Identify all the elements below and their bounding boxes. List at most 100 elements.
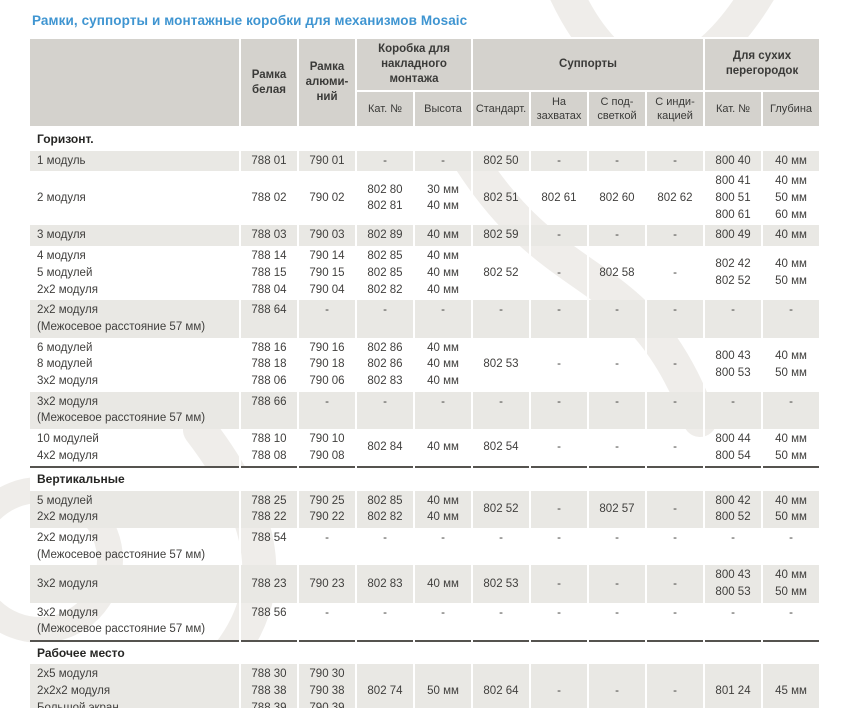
cell: - [413, 150, 473, 172]
corner-cell [30, 36, 241, 129]
row-label: 5 модулей 2х2 модуля [30, 490, 241, 528]
cell: 802 59 [471, 225, 531, 247]
cell: - [644, 150, 706, 172]
cell: 40 мм 50 мм [761, 428, 822, 468]
cell: 800 44 800 54 [703, 428, 764, 468]
cell: 802 89 [355, 225, 415, 247]
cell: - [413, 391, 473, 429]
cell: 802 53 [471, 565, 531, 603]
section-row: Горизонт. [30, 126, 821, 151]
cell: 802 42 802 52 [703, 246, 764, 301]
cell: - [529, 391, 589, 429]
cell: - [703, 391, 764, 429]
cell: 800 49 [703, 225, 764, 247]
row-label: 3 модуля [30, 225, 241, 247]
cell: 788 54 [239, 527, 299, 566]
table-header: Рамка белая Рамка алюми- ний Коробка для н… [30, 36, 822, 129]
cell: 790 25 790 22 [297, 490, 357, 528]
cell: - [355, 150, 415, 172]
cell: - [587, 150, 647, 172]
cell: - [761, 602, 822, 641]
cell: 790 30 790 38 790 39 [297, 664, 357, 708]
row-label: 2х2 модуля (Межосевое расстояние 57 мм) [30, 527, 241, 566]
cell: - [413, 300, 473, 338]
cell: 788 30 788 38 788 39 [239, 664, 299, 708]
cell: - [587, 527, 647, 566]
cell: - [644, 225, 706, 247]
mosaic-products-table: Рамка белая Рамка алюми- ний Коробка для н… [30, 36, 822, 708]
cell: 40 мм 40 мм 40 мм [413, 246, 473, 301]
cell: - [703, 602, 764, 641]
table-row: 10 модулей 4х2 модуля 788 10 788 08 790 10… [30, 428, 822, 468]
cell: - [529, 602, 589, 641]
cell: - [355, 300, 415, 338]
cell: - [529, 246, 589, 301]
cell: - [529, 490, 589, 528]
cell: 40 мм [761, 150, 822, 172]
cell: 788 03 [239, 225, 299, 247]
cell: 801 24 [703, 664, 764, 708]
cell: 802 50 [471, 150, 531, 172]
cell: - [297, 300, 357, 338]
cell: 40 мм 40 мм [413, 490, 473, 528]
cell: - [529, 225, 589, 247]
table-row: 3х2 модуля (Межосевое расстояние 57 мм) 7… [30, 602, 822, 641]
cell: 788 16 788 18 788 06 [239, 337, 299, 392]
cell: 40 мм 50 мм [761, 565, 822, 603]
cell: 40 мм 50 мм [761, 490, 822, 528]
cell: 788 02 [239, 171, 299, 226]
cell: - [644, 664, 706, 708]
col-frame-alu: Рамка алюми- ний [297, 36, 357, 129]
cell: - [587, 337, 647, 392]
cell: - [587, 428, 647, 468]
col-sup-backlight: С под- светкой [587, 89, 647, 129]
col-frame-white: Рамка белая [239, 36, 299, 129]
table-row: 2х5 модуля 2х2х2 модуля Большой экран 788… [30, 664, 822, 708]
row-label: 3х2 модуля (Межосевое расстояние 57 мм) [30, 391, 241, 429]
cell: 802 85 802 82 [355, 490, 415, 528]
cell: - [644, 565, 706, 603]
cell: 50 мм [413, 664, 473, 708]
row-label: 10 модулей 4х2 модуля [30, 428, 241, 468]
cell: 790 02 [297, 171, 357, 226]
cell: 802 85 802 85 802 82 [355, 246, 415, 301]
cell: - [529, 337, 589, 392]
cell: - [644, 490, 706, 528]
cell: 40 мм [413, 428, 473, 468]
cell: 802 61 [529, 171, 589, 226]
section-row: Вертикальные [30, 466, 821, 491]
cell: - [644, 527, 706, 566]
section-row: Рабочее место [30, 639, 821, 665]
table-row: 4 модуля 5 модулей 2х2 модуля 788 14 788 … [30, 246, 822, 301]
cell: 40 мм 50 мм [761, 337, 822, 392]
cell: 800 42 800 52 [703, 490, 764, 528]
cell: - [355, 602, 415, 641]
section-title: Горизонт. [30, 126, 821, 151]
col-sup-standard: Стандарт. [471, 89, 531, 129]
cell: - [703, 527, 764, 566]
cell: - [297, 527, 357, 566]
cell: - [297, 602, 357, 641]
table-row: 3 модуля 788 03 790 03 802 89 40 мм 802 59- - -… [30, 225, 822, 247]
cell: - [471, 527, 531, 566]
cell: - [529, 527, 589, 566]
table-row: 2х2 модуля (Межосевое расстояние 57 мм) 7… [30, 300, 822, 338]
cell: 802 54 [471, 428, 531, 468]
cell: - [297, 391, 357, 429]
cell: 802 80 802 81 [355, 171, 415, 226]
cell: - [644, 391, 706, 429]
cell: 790 01 [297, 150, 357, 172]
table-body: Горизонт. 1 модуль 788 01 790 01- -802 50- - -… [30, 126, 822, 708]
cell: - [644, 246, 706, 301]
cell: - [471, 602, 531, 641]
cell: - [529, 664, 589, 708]
cell: 802 51 [471, 171, 531, 226]
col-sup-indication: С инди- кацией [644, 89, 706, 129]
cell: - [587, 300, 647, 338]
row-label: 4 модуля 5 модулей 2х2 модуля [30, 246, 241, 301]
cell: 788 23 [239, 565, 299, 603]
cell: - [413, 527, 473, 566]
cell: 788 10 788 08 [239, 428, 299, 468]
row-label: 3х2 модуля [30, 565, 241, 603]
cell: - [761, 527, 822, 566]
